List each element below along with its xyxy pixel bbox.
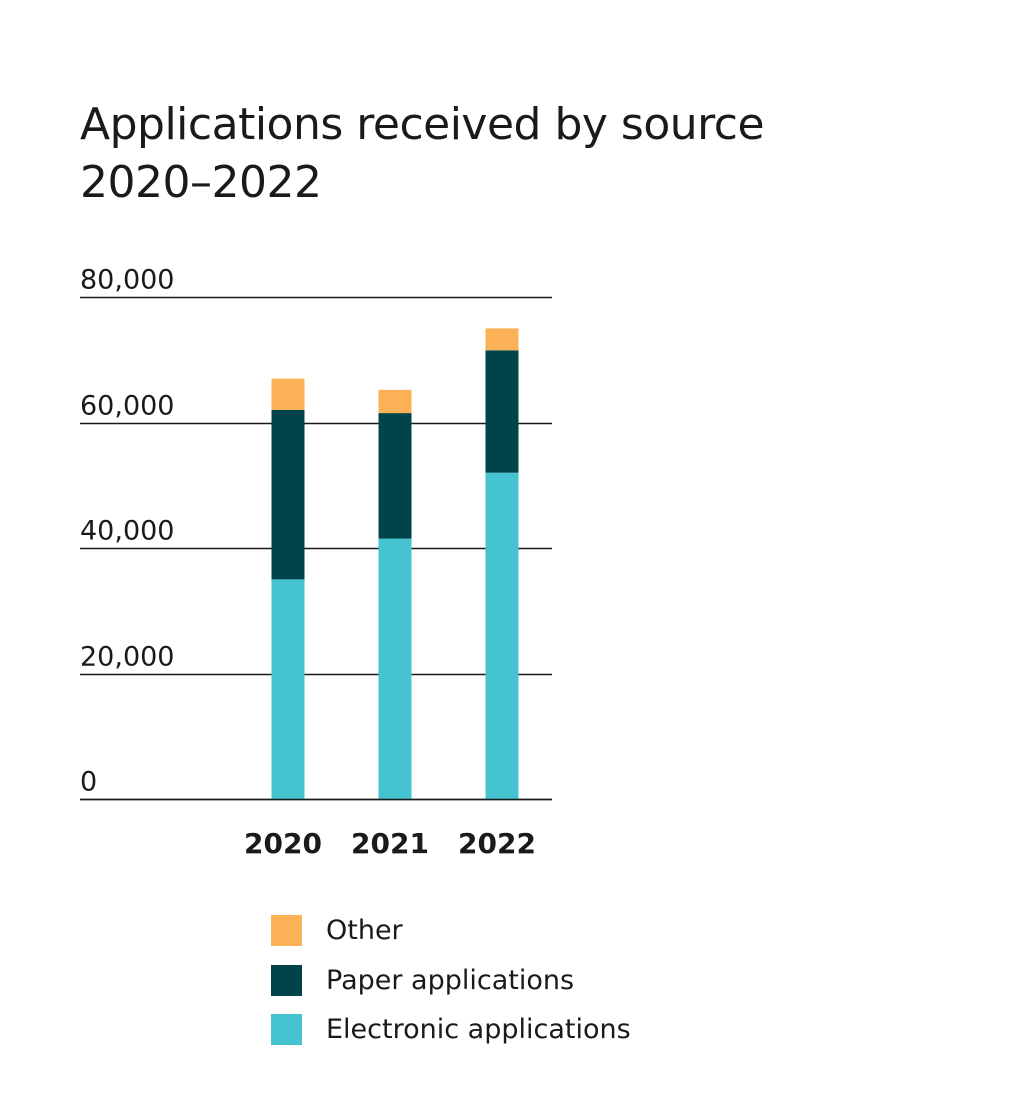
bar-segment-2021-electronic-applications: [378, 538, 412, 799]
bar-segment-2022-paper-applications: [485, 350, 519, 473]
bar-segment-2022-other: [485, 328, 519, 351]
bars: [80, 328, 552, 801]
y-tick-label: 80,000: [80, 265, 174, 296]
bar-segment-2020-paper-applications: [271, 409, 305, 580]
chart-title-line-1: Applications received by source: [80, 99, 765, 150]
legend-swatch: [271, 1014, 302, 1046]
legend-swatch: [271, 964, 302, 996]
legend-label: Electronic applications: [326, 1014, 631, 1046]
y-tick-label: 60,000: [80, 391, 174, 422]
x-tick-label-2022: 2022: [458, 827, 536, 860]
bar-segment-2020-electronic-applications: [271, 579, 305, 799]
bar-segment-2022-electronic-applications: [485, 472, 519, 799]
legend-item-electronic-applications: Electronic applications: [271, 1005, 631, 1055]
legend: Other Paper applications Electronic applic…: [271, 906, 631, 1055]
legend-label: Paper applications: [326, 964, 575, 996]
y-tick-label: 20,000: [80, 642, 174, 673]
legend-swatch: [271, 915, 302, 947]
axis-labels: 0 20,000 40,000 60,000 80,000 2020 2021 2022: [80, 265, 536, 861]
bar-segment-2020-other: [271, 378, 305, 410]
legend-item-paper-applications: Paper applications: [271, 956, 631, 1006]
bar-segment-2021-paper-applications: [378, 413, 412, 539]
x-tick-label-2021: 2021: [351, 827, 429, 860]
chart-title: Applications received by source 2020–202…: [80, 96, 840, 212]
gridlines: [80, 296, 552, 801]
x-tick-label-2020: 2020: [244, 827, 322, 860]
legend-label: Other: [326, 915, 403, 947]
bar-segment-2021-other: [378, 389, 412, 414]
legend-item-other: Other: [271, 906, 631, 956]
chart-plot: 0 20,000 40,000 60,000 80,000 2020 2021 2022: [80, 265, 552, 861]
y-tick-label: 40,000: [80, 516, 174, 547]
y-tick-label: 0: [80, 767, 97, 798]
chart-title-line-2: 2020–2022: [80, 157, 322, 208]
